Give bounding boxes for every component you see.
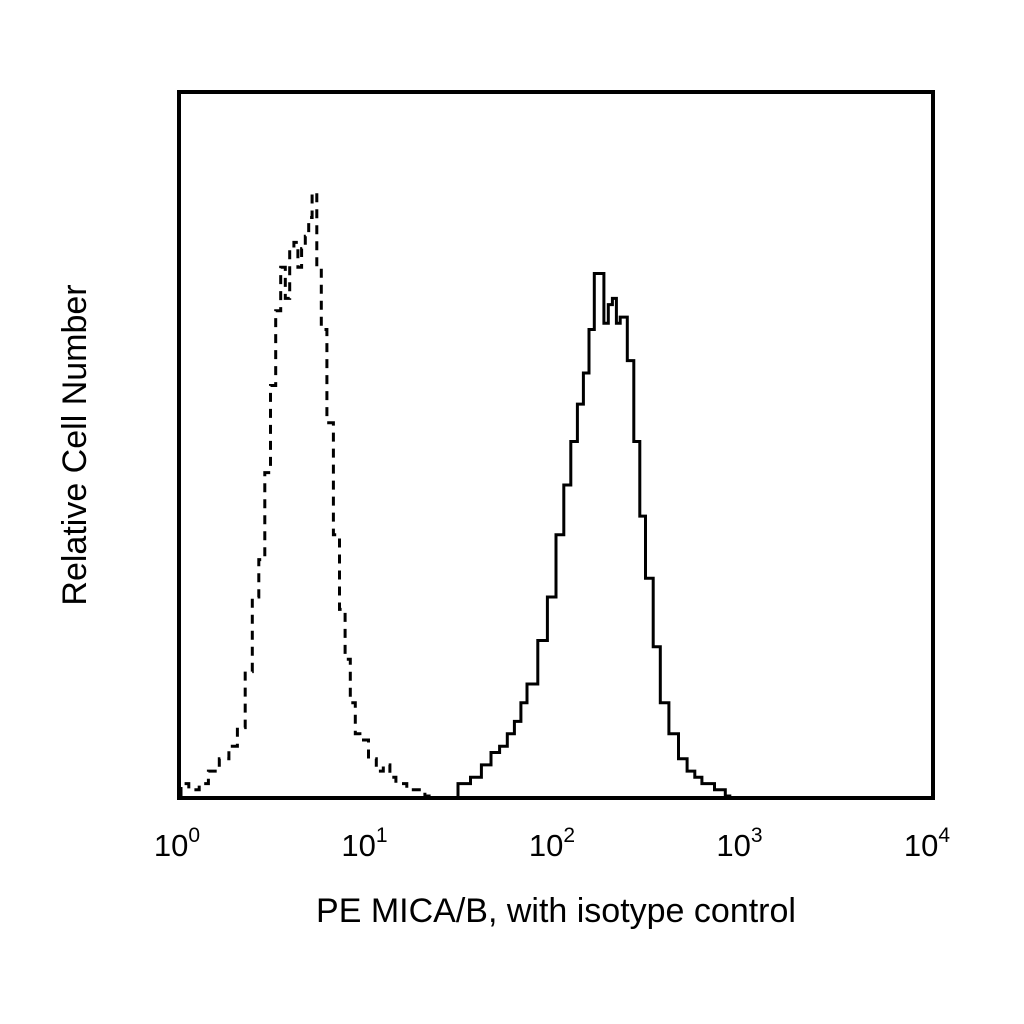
x-tick-exponent: 4	[938, 824, 950, 847]
x-tick-label: 101	[341, 824, 387, 863]
x-tick-base: 10	[904, 828, 938, 863]
x-tick-exponent: 0	[188, 824, 200, 847]
x-tick-base: 10	[716, 828, 750, 863]
x-tick-exponent: 2	[563, 824, 575, 847]
x-tick-label: 104	[904, 824, 950, 863]
isotype-control-histogram	[179, 191, 431, 798]
x-tick-exponent: 3	[751, 824, 763, 847]
x-tick-label: 100	[154, 824, 200, 863]
y-axis-title: Relative Cell Number	[56, 284, 94, 605]
x-tick-label: 102	[529, 824, 575, 863]
x-tick-base: 10	[154, 828, 188, 863]
x-axis-title: PE MICA/B, with isotype control	[316, 892, 796, 930]
x-tick-exponent: 1	[376, 824, 388, 847]
x-tick-base: 10	[341, 828, 375, 863]
x-tick-labels: 100 101 102 103 104	[154, 824, 950, 863]
pe-mica-b-histogram	[456, 272, 732, 798]
x-tick-label: 103	[716, 824, 762, 863]
plot-frame	[177, 90, 935, 800]
series-layer	[179, 191, 732, 798]
x-tick-base: 10	[529, 828, 563, 863]
